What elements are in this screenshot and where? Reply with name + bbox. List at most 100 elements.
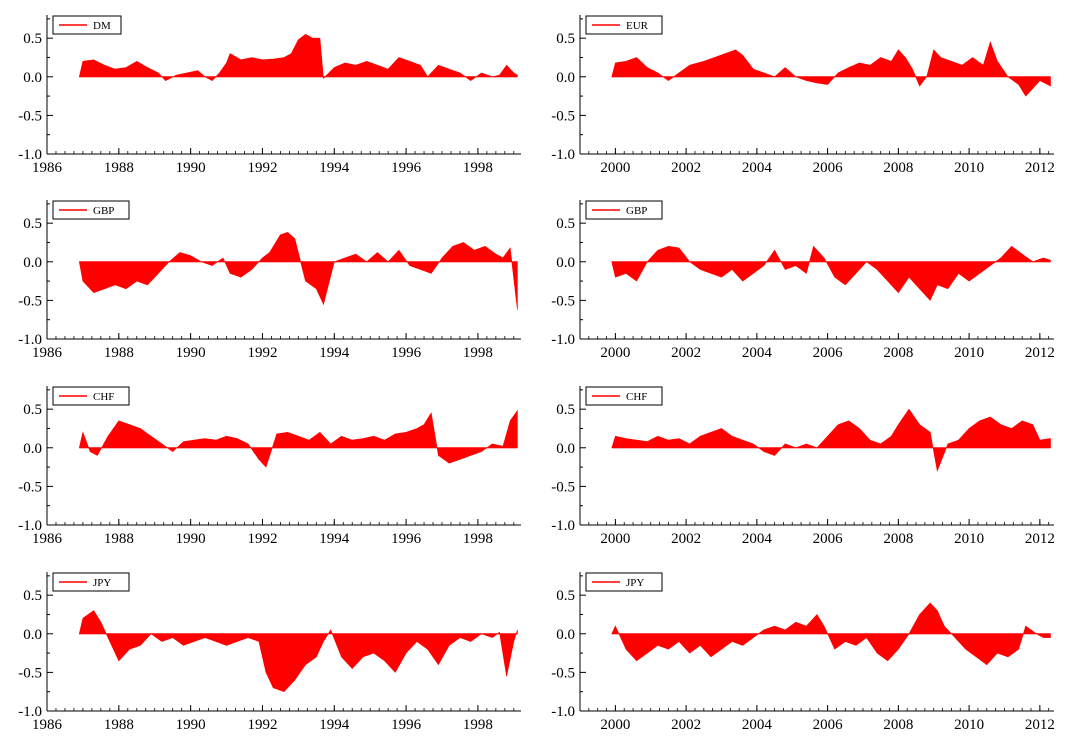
y-tick-label: 0.0 [556, 255, 575, 271]
x-tick-label: 1988 [104, 717, 134, 733]
x-tick-label: 1998 [463, 717, 493, 733]
x-tick-label: 2002 [671, 160, 701, 176]
y-tick-label: 0.5 [23, 588, 42, 604]
x-tick-label: 2004 [742, 531, 773, 547]
x-tick-label: 1986 [32, 345, 63, 361]
x-tick-label: 1998 [463, 345, 493, 361]
x-tick-label: 1998 [463, 531, 493, 547]
y-tick-label: 0.0 [556, 441, 575, 457]
y-tick-label: -1.0 [18, 518, 42, 534]
y-tick-label: 0.0 [556, 627, 575, 643]
x-tick-label: 1992 [247, 345, 277, 361]
series-area [611, 245, 1051, 301]
legend-label: DM [93, 20, 111, 32]
x-tick-label: 1998 [463, 160, 493, 176]
x-tick-label: 2010 [954, 345, 984, 361]
x-tick-label: 1996 [391, 531, 422, 547]
x-tick-label: 2008 [883, 345, 913, 361]
x-tick-label: 1990 [176, 160, 206, 176]
x-tick-label: 2006 [813, 345, 844, 361]
y-tick-label: 0.0 [23, 627, 42, 643]
x-tick-label: 1994 [319, 717, 350, 733]
y-tick-label: 0.5 [23, 402, 42, 418]
series-area [611, 41, 1051, 97]
x-tick-label: 2004 [742, 160, 773, 176]
legend-box [585, 572, 663, 592]
x-tick-label: 2000 [600, 531, 630, 547]
legend-label: CHF [626, 391, 647, 403]
x-tick-label: 1996 [391, 717, 422, 733]
x-tick-label: 2002 [671, 345, 701, 361]
series-area [611, 408, 1051, 472]
x-tick-label: 2004 [742, 717, 773, 733]
series-area [78, 232, 518, 310]
x-tick-label: 2000 [600, 345, 630, 361]
x-tick-label: 2002 [671, 531, 701, 547]
series-area [78, 33, 518, 81]
x-tick-label: 1990 [176, 531, 206, 547]
x-tick-label: 2012 [1025, 345, 1055, 361]
y-tick-label: 0.5 [23, 31, 42, 47]
x-tick-label: 1988 [104, 345, 134, 361]
y-tick-label: 0.5 [556, 216, 575, 232]
x-tick-label: 1996 [391, 345, 422, 361]
y-tick-label: -1.0 [18, 147, 42, 163]
y-tick-label: 0.0 [556, 70, 575, 86]
y-tick-label: 0.5 [556, 402, 575, 418]
y-tick-label: 0.0 [23, 255, 42, 271]
series-area [78, 610, 518, 693]
legend-box [52, 200, 130, 220]
x-tick-label: 1992 [247, 160, 277, 176]
series-area [78, 409, 518, 468]
x-tick-label: 1996 [391, 160, 422, 176]
y-tick-label: -1.0 [551, 147, 575, 163]
x-tick-label: 1992 [247, 717, 277, 733]
y-tick-label: -0.5 [551, 665, 575, 681]
x-tick-label: 1992 [247, 531, 277, 547]
x-tick-label: 2004 [742, 345, 773, 361]
y-tick-label: -1.0 [18, 332, 42, 348]
y-tick-label: 0.0 [23, 441, 42, 457]
legend-box [585, 386, 663, 406]
y-tick-label: -0.5 [18, 665, 42, 681]
y-tick-label: -1.0 [551, 704, 575, 720]
x-tick-label: 2012 [1025, 531, 1055, 547]
x-tick-label: 1990 [176, 345, 206, 361]
legend-box [52, 386, 130, 406]
chart-panel-chf-right: 0.5 0.0 -0.5 -1.0 2000 2002 2004 2006 2008 2010 20… [551, 386, 1055, 547]
x-tick-label: 2006 [813, 531, 844, 547]
x-tick-label: 2008 [883, 531, 913, 547]
y-tick-label: -0.5 [551, 479, 575, 495]
legend-box [52, 572, 130, 592]
x-tick-label: 2002 [671, 717, 701, 733]
x-tick-label: 2010 [954, 160, 984, 176]
legend-box [585, 15, 663, 35]
legend-label: GBP [626, 205, 647, 217]
chart-panel-jpy-right: 0.5 0.0 -0.5 -1.0 2000 2002 2004 2006 2008 2010 20… [551, 572, 1055, 733]
legend-label: CHF [93, 391, 114, 403]
y-tick-label: -0.5 [18, 108, 42, 124]
y-tick-label: -0.5 [551, 293, 575, 309]
y-tick-label: 0.0 [23, 70, 42, 86]
chart-panel-eur-right: 0.5 0.0 -0.5 -1.0 2000 2002 2004 2006 2008 2010 20… [551, 15, 1055, 176]
y-tick-label: -1.0 [551, 518, 575, 534]
y-tick-label: 0.5 [556, 588, 575, 604]
x-tick-label: 2012 [1025, 160, 1055, 176]
x-tick-label: 1988 [104, 531, 134, 547]
x-tick-label: 2008 [883, 160, 913, 176]
y-tick-label: -0.5 [18, 293, 42, 309]
x-tick-label: 2000 [600, 160, 630, 176]
y-tick-label: -1.0 [551, 332, 575, 348]
x-tick-label: 1994 [319, 531, 350, 547]
x-tick-label: 2006 [813, 717, 844, 733]
legend-label: EUR [626, 20, 649, 32]
y-tick-label: -1.0 [18, 704, 42, 720]
y-tick-label: 0.5 [556, 31, 575, 47]
x-tick-label: 1990 [176, 717, 206, 733]
y-tick-label: -0.5 [18, 479, 42, 495]
chart-panel-gbp-right: 0.5 0.0 -0.5 -1.0 2000 2002 2004 2006 2008 2010 20… [551, 200, 1055, 361]
